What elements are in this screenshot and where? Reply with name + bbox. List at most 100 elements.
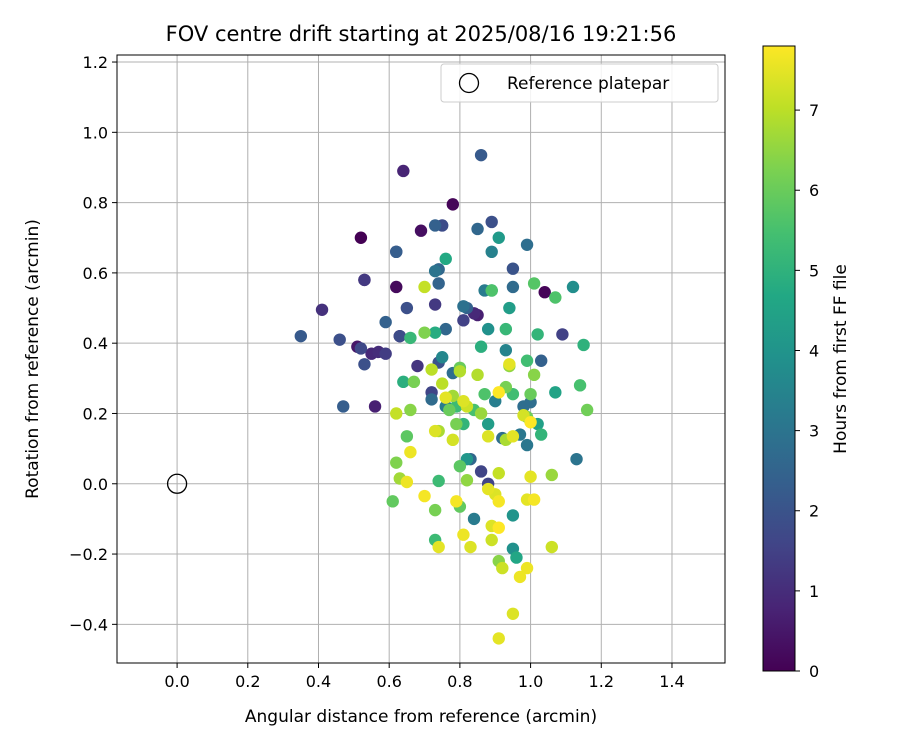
data-point — [400, 301, 414, 315]
data-point — [492, 521, 505, 534]
data-point — [474, 340, 488, 353]
data-point — [506, 430, 520, 443]
data-point — [457, 314, 470, 327]
reference-marker — [166, 473, 188, 494]
colorbar-tick-label: 6 — [809, 181, 819, 200]
data-point — [534, 354, 548, 367]
data-point — [510, 551, 523, 564]
data-point — [379, 315, 392, 329]
colorbar: 0 1 2 3 4 5 6 7 Hours from first FF file — [762, 45, 851, 681]
data-point — [549, 386, 562, 399]
legend: Reference platepar — [440, 63, 719, 103]
data-point — [481, 482, 495, 496]
colorbar-tick-label: 4 — [809, 341, 819, 360]
data-point — [481, 417, 495, 431]
y-tick-label: −0.2 — [69, 545, 108, 564]
y-tick-label: −0.4 — [69, 615, 108, 634]
x-tick-label: 0.8 — [447, 672, 472, 691]
data-point — [457, 528, 470, 541]
data-point — [520, 438, 534, 452]
data-point — [379, 347, 392, 360]
data-point — [414, 224, 428, 237]
data-point — [492, 386, 505, 399]
data-point — [499, 344, 513, 357]
data-point — [524, 470, 537, 483]
data-point — [460, 474, 474, 487]
data-point — [527, 368, 541, 382]
data-point — [436, 351, 449, 364]
data-point — [492, 467, 505, 480]
data-point — [506, 280, 520, 294]
data-point — [485, 215, 498, 229]
data-point — [390, 245, 403, 259]
data-point — [428, 326, 442, 339]
data-point — [506, 607, 520, 620]
data-point — [496, 561, 509, 575]
data-point — [506, 262, 520, 275]
data-point — [439, 252, 452, 266]
data-point — [531, 328, 544, 341]
data-point — [358, 273, 371, 287]
legend-marker — [458, 72, 480, 94]
data-point — [506, 509, 520, 522]
data-point — [524, 416, 537, 429]
x-tick-label: 1.0 — [518, 672, 543, 691]
data-point — [577, 338, 590, 352]
data-point — [400, 430, 414, 443]
data-point — [527, 277, 541, 290]
data-point — [457, 300, 470, 313]
data-point — [432, 277, 445, 290]
data-point — [407, 375, 421, 389]
data-point — [337, 400, 350, 413]
data-point — [432, 540, 445, 554]
data-point — [439, 391, 452, 404]
y-tick-label: 0.6 — [83, 264, 108, 283]
data-point — [404, 445, 417, 459]
colorbar-tick-label: 5 — [809, 261, 819, 280]
colorbar-tick-label: 7 — [809, 101, 819, 120]
data-point — [354, 231, 368, 244]
data-point — [425, 393, 438, 406]
data-point — [436, 377, 449, 390]
data-point — [485, 284, 498, 297]
legend-label: Reference platepar — [507, 74, 669, 94]
data-point — [549, 291, 562, 304]
data-point — [474, 465, 488, 478]
plot-area — [117, 55, 725, 663]
data-point — [439, 322, 452, 336]
data-point — [570, 452, 583, 466]
colorbar-tick-label: 2 — [809, 502, 819, 521]
data-point — [390, 407, 403, 420]
data-point — [425, 363, 438, 376]
chart-title: FOV centre drift starting at 2025/08/16 … — [166, 22, 677, 46]
data-point — [315, 303, 329, 316]
data-point — [503, 301, 516, 315]
data-point — [545, 540, 558, 554]
plot-frame — [116, 54, 726, 664]
data-point — [418, 326, 431, 339]
data-point — [368, 400, 382, 413]
data-point — [474, 148, 488, 162]
data-point — [467, 512, 481, 526]
scatter-points — [294, 148, 594, 645]
data-point — [428, 219, 442, 232]
data-point — [432, 474, 445, 488]
y-tick-label: 0.8 — [83, 194, 108, 213]
x-tick-label: 1.2 — [589, 672, 614, 691]
data-point — [527, 493, 541, 506]
data-point — [471, 222, 484, 236]
data-point — [404, 403, 417, 417]
data-point — [464, 540, 477, 554]
data-point — [556, 328, 569, 341]
data-point — [453, 459, 467, 473]
data-point — [474, 407, 488, 420]
data-point — [446, 433, 460, 447]
data-point — [358, 358, 371, 371]
data-point — [450, 495, 463, 508]
data-point — [428, 298, 442, 311]
data-point — [428, 424, 442, 438]
colorbar-label: Hours from first FF file — [831, 264, 851, 454]
data-point — [503, 358, 516, 371]
data-point — [485, 533, 498, 547]
